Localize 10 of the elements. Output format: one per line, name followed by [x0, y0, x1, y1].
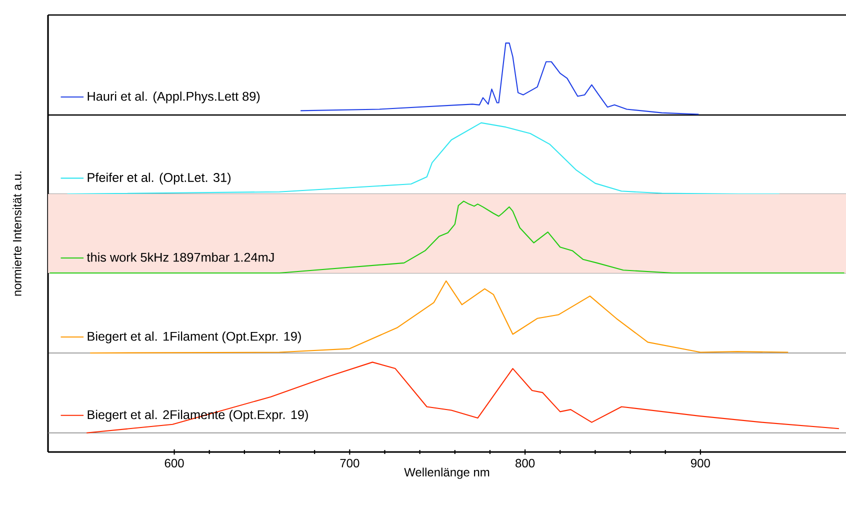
legend-label: Biegert et al. 1Filament (Opt.Expr. 19)	[88, 331, 301, 344]
x-tick-label: 900	[690, 458, 710, 468]
y-axis-title: normierte Intensität a.u.	[12, 172, 22, 296]
legend-label: Pfeifer et al. (Opt.Let. 31)	[88, 172, 231, 185]
x-tick-label: 800	[516, 458, 535, 468]
legend-label: Hauri et al. (Appl.Phys.Lett 89)	[88, 91, 260, 104]
x-axis-title: Wellenlänge nm	[404, 468, 490, 479]
x-tick-label: 700	[340, 458, 360, 468]
legend-label: this work 5kHz 1897mbar 1.24mJ	[86, 252, 274, 262]
x-tick-label: 600	[164, 458, 184, 468]
